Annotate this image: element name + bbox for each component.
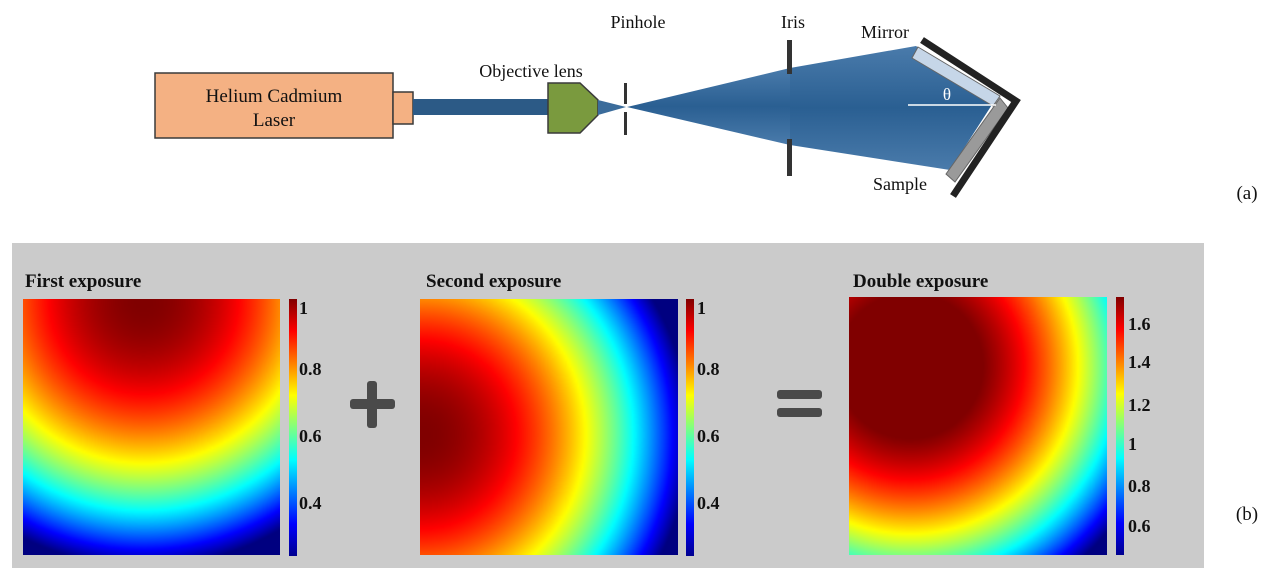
objective-lens-label: Objective lens [479, 61, 582, 81]
laser-label-line1: Helium Cadmium [206, 86, 343, 107]
colorbar-tick: 1.6 [1128, 314, 1151, 334]
double-colorbar-ticks: 1.6 1.4 1.2 1 0.8 0.6 [1128, 314, 1151, 536]
colorbar-tick: 1 [1128, 434, 1137, 454]
first-exposure-title: First exposure [25, 271, 141, 292]
laser-beam [413, 99, 549, 115]
panel-label-a: (a) [1236, 183, 1257, 204]
plus-sign [350, 381, 395, 428]
mirror-face [911, 46, 1001, 107]
colorbar-tick: 0.8 [299, 359, 322, 379]
colorbar-tick: 0.6 [299, 426, 322, 446]
iris-bottom [787, 139, 792, 176]
double-exposure-title: Double exposure [853, 271, 988, 292]
laser-nozzle [392, 91, 414, 125]
iris-label: Iris [781, 12, 805, 32]
pinhole-label: Pinhole [610, 12, 665, 32]
colorbar-tick: 0.4 [697, 493, 720, 513]
diverging-beam [627, 68, 790, 145]
first-colorbar-ticks: 1 0.8 0.6 0.4 [299, 298, 322, 513]
laser-body [154, 72, 394, 139]
equals-sign [777, 390, 822, 417]
pinhole-bottom [624, 112, 627, 135]
setup-diagram: Helium Cadmium Laser Objective lens Pinh… [154, 12, 1258, 204]
pinhole-top [624, 83, 627, 104]
first-exposure-heatmap [23, 299, 280, 555]
sample-label: Sample [873, 174, 927, 194]
colorbar-tick: 0.4 [299, 493, 322, 513]
colorbar-tick: 0.8 [697, 359, 720, 379]
exposure-panel: First exposure Second exposure Double ex… [12, 243, 1258, 568]
laser-label-line2: Laser [253, 110, 296, 131]
mirror-label: Mirror [861, 22, 909, 42]
angle-theta-label: θ [943, 85, 951, 104]
second-exposure-title: Second exposure [426, 271, 561, 292]
sample-face [945, 97, 1009, 183]
colorbar-tick: 1 [299, 298, 308, 318]
iris-top [787, 40, 792, 74]
double-exposure-colorbar [1116, 297, 1124, 555]
second-colorbar-ticks: 1 0.8 0.6 0.4 [697, 298, 720, 513]
converging-beam [598, 100, 626, 115]
second-exposure-colorbar [686, 299, 694, 556]
first-exposure-colorbar [289, 299, 297, 556]
colorbar-tick: 1 [697, 298, 706, 318]
colorbar-tick: 1.4 [1128, 352, 1151, 372]
panel-label-b: (b) [1236, 504, 1258, 525]
colorbar-tick: 0.6 [1128, 516, 1151, 536]
colorbar-tick: 0.8 [1128, 476, 1151, 496]
colorbar-tick: 0.6 [697, 426, 720, 446]
second-exposure-heatmap [420, 299, 678, 555]
colorbar-tick: 1.2 [1128, 395, 1151, 415]
holder-frame [920, 37, 1021, 198]
objective-lens [547, 82, 599, 134]
double-exposure-heatmap [849, 297, 1107, 555]
